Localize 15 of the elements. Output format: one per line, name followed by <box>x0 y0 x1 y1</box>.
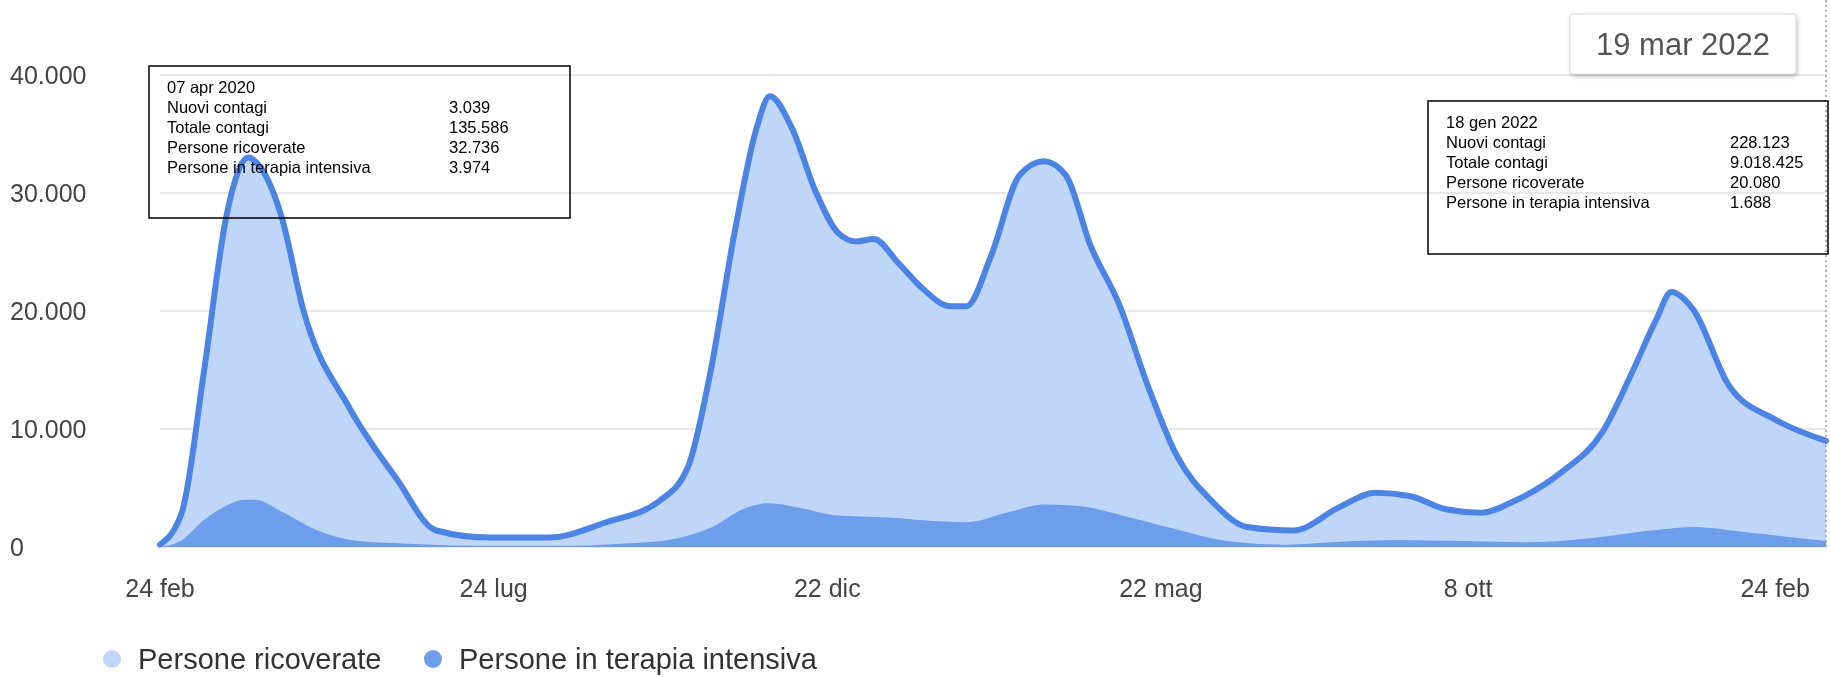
x-tick-label: 24 feb <box>125 574 195 602</box>
x-tick-label: 22 dic <box>793 574 861 602</box>
y-tick-label: 40.000 <box>10 60 87 89</box>
y-tick-label: 20.000 <box>10 296 87 325</box>
legend-label: Persone ricoverate <box>138 643 382 676</box>
y-tick-label: 10.000 <box>10 414 87 443</box>
y-tick-label: 0 <box>10 532 24 561</box>
legend-label: Persone in terapia intensiva <box>459 643 818 676</box>
ref-line-label: 19 mar 2022 <box>1595 26 1771 62</box>
x-tick-label: 8 ott <box>1443 574 1493 602</box>
text: 18 gen 2022 Nuovi contagi 228.123 Totale contagi 9.018.425 Persone ricoverate 20.080 Persone in terapia intensiva 1.688 <box>1446 113 1804 211</box>
x-tick-label: 24 feb <box>1740 574 1810 602</box>
x-tick-label: 24 lug <box>459 574 528 602</box>
x-tick-label: 22 mag <box>1119 574 1203 602</box>
y-tick-label: 30.000 <box>10 178 87 207</box>
